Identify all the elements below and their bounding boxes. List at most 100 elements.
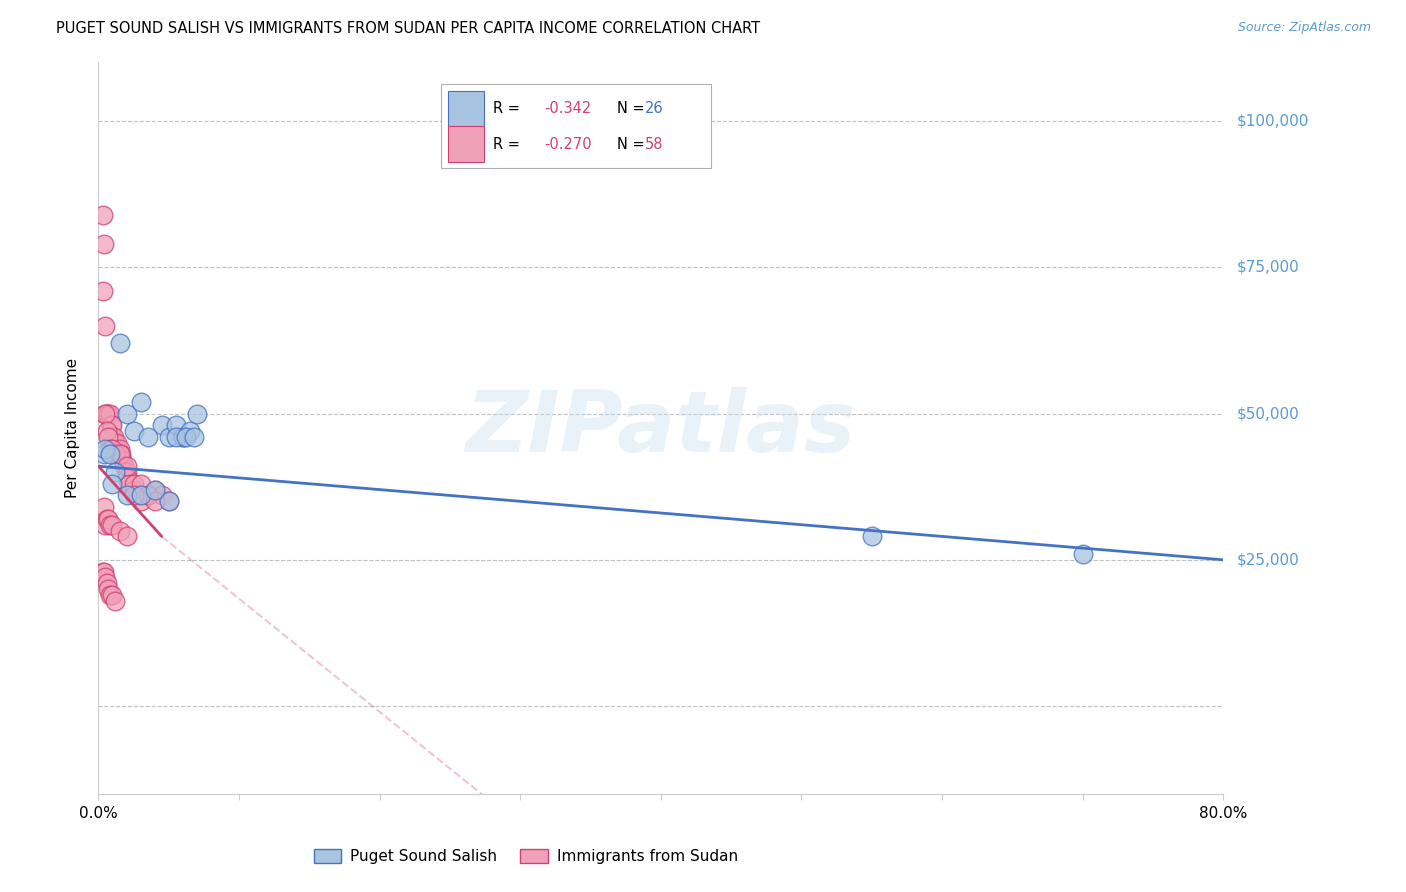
Point (101, 476, 124, 491)
Point (103, 430, 125, 444)
Point (165, 418, 187, 433)
Point (105, 435, 128, 450)
Point (129, 488, 152, 502)
Point (174, 430, 197, 444)
Point (108, 336, 131, 351)
Point (115, 488, 138, 502)
Point (98, 407, 121, 421)
Text: $100,000: $100,000 (1237, 113, 1309, 128)
Point (97, 582, 120, 596)
Point (93, 500, 115, 515)
Point (108, 448, 131, 462)
Text: R =: R = (494, 136, 520, 152)
Point (129, 494, 152, 508)
Y-axis label: Per Capita Income: Per Capita Income (65, 358, 80, 499)
Point (1071, 547, 1094, 561)
Text: -0.342: -0.342 (544, 101, 591, 116)
Point (91, 208, 114, 222)
Point (98, 588, 121, 602)
Text: ZIPatlas: ZIPatlas (465, 386, 856, 470)
Point (115, 407, 138, 421)
Point (115, 459, 138, 474)
Point (97, 512, 120, 526)
Point (91, 284, 114, 298)
Point (111, 453, 134, 467)
Point (97, 430, 120, 444)
Point (150, 418, 173, 433)
Point (165, 430, 187, 444)
Point (127, 488, 149, 502)
Point (104, 448, 127, 462)
Point (122, 476, 145, 491)
Point (150, 488, 173, 502)
Point (104, 594, 127, 608)
Text: N =: N = (617, 101, 644, 116)
Point (115, 465, 138, 479)
Point (115, 529, 138, 543)
Point (96, 576, 118, 591)
Point (122, 483, 145, 497)
Text: Source: ZipAtlas.com: Source: ZipAtlas.com (1237, 21, 1371, 34)
Point (94, 407, 117, 421)
Text: N =: N = (617, 136, 644, 152)
Legend: Puget Sound Salish, Immigrants from Sudan: Puget Sound Salish, Immigrants from Suda… (308, 843, 744, 871)
Text: 58: 58 (645, 136, 664, 152)
Point (186, 407, 208, 421)
Text: -0.270: -0.270 (544, 136, 592, 152)
Point (110, 448, 132, 462)
Point (108, 524, 131, 538)
Point (101, 430, 124, 444)
Point (101, 588, 124, 602)
Point (136, 488, 159, 502)
Point (101, 442, 124, 456)
Point (122, 424, 145, 438)
Point (143, 483, 166, 497)
FancyBboxPatch shape (449, 91, 484, 127)
Point (93, 236, 115, 251)
Point (94, 318, 117, 333)
Point (129, 394, 152, 409)
Text: $75,000: $75,000 (1237, 260, 1301, 275)
Point (157, 494, 180, 508)
Point (157, 430, 180, 444)
Point (122, 488, 145, 502)
Point (97, 407, 120, 421)
Point (104, 465, 127, 479)
FancyBboxPatch shape (449, 127, 484, 162)
Point (172, 430, 194, 444)
Point (129, 476, 152, 491)
Point (94, 517, 117, 532)
Point (93, 565, 115, 579)
Point (93, 448, 115, 462)
Point (94, 570, 117, 584)
Point (101, 418, 124, 433)
Point (136, 488, 159, 502)
Point (98, 442, 121, 456)
Text: $25,000: $25,000 (1237, 552, 1301, 567)
FancyBboxPatch shape (441, 85, 711, 169)
Text: PUGET SOUND SALISH VS IMMIGRANTS FROM SUDAN PER CAPITA INCOME CORRELATION CHART: PUGET SOUND SALISH VS IMMIGRANTS FROM SU… (56, 21, 761, 36)
Point (860, 529, 883, 543)
Point (98, 517, 121, 532)
Point (115, 471, 138, 485)
Point (118, 476, 141, 491)
Point (183, 430, 205, 444)
Point (96, 512, 118, 526)
Text: $50,000: $50,000 (1237, 406, 1301, 421)
Text: R =: R = (494, 101, 520, 116)
Point (136, 430, 159, 444)
Point (101, 517, 124, 532)
Point (100, 418, 122, 433)
Text: 26: 26 (645, 101, 664, 116)
Point (108, 442, 131, 456)
Point (108, 448, 131, 462)
Point (104, 435, 127, 450)
Point (94, 407, 117, 421)
Point (112, 459, 135, 474)
Point (179, 424, 201, 438)
Point (96, 424, 118, 438)
Point (157, 494, 180, 508)
Point (94, 442, 117, 456)
Point (98, 448, 121, 462)
Point (96, 407, 118, 421)
